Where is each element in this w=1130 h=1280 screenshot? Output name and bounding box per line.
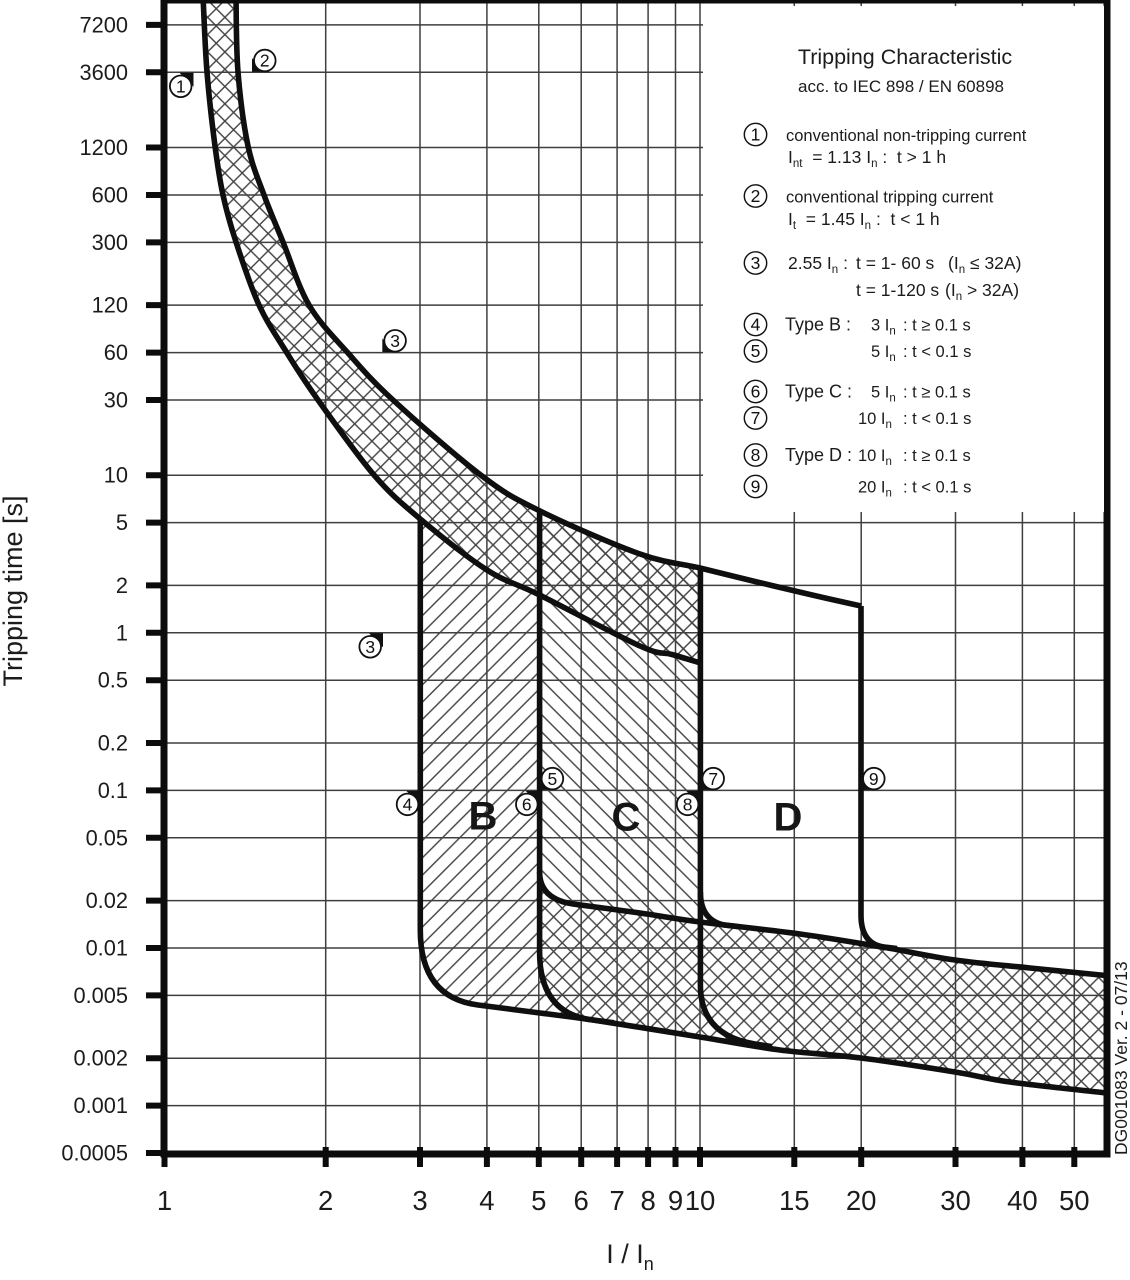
svg-text:DG001083 Ver. 2 - 07/13: DG001083 Ver. 2 - 07/13 <box>1111 961 1130 1155</box>
svg-text:0.1: 0.1 <box>98 778 128 803</box>
svg-text:10: 10 <box>685 1185 716 1216</box>
svg-text:4: 4 <box>479 1185 494 1216</box>
svg-text:conventional tripping current: conventional tripping current <box>786 189 994 207</box>
svg-text:4: 4 <box>403 795 413 815</box>
svg-text:6: 6 <box>751 382 761 402</box>
svg-text:: t ≥ 0.1 s: : t ≥ 0.1 s <box>903 317 971 335</box>
svg-text:t = 1- 60 s: t = 1- 60 s <box>856 253 935 273</box>
svg-text:1: 1 <box>157 1185 172 1216</box>
svg-text:8: 8 <box>751 445 761 465</box>
svg-text:0.0005: 0.0005 <box>61 1141 128 1166</box>
svg-text:acc. to IEC 898 / EN 60898: acc. to IEC 898 / EN 60898 <box>798 77 1004 96</box>
svg-text:9: 9 <box>869 769 879 789</box>
svg-text:0.001: 0.001 <box>73 1093 128 1118</box>
svg-text:3: 3 <box>751 253 761 273</box>
svg-text:9: 9 <box>668 1185 683 1216</box>
svg-text:0.002: 0.002 <box>73 1046 128 1071</box>
svg-text:: t < 0.1 s: : t < 0.1 s <box>903 479 971 497</box>
svg-text:7: 7 <box>751 408 761 428</box>
svg-text:conventional non-tripping curr: conventional non-tripping current <box>786 127 1027 145</box>
svg-text:C: C <box>612 796 641 840</box>
svg-text:It = 1.45 In : t < 1 h: It = 1.45 In : t < 1 h <box>788 209 940 232</box>
svg-text:D: D <box>774 796 803 840</box>
svg-text:2: 2 <box>116 573 128 598</box>
svg-text:60: 60 <box>104 340 128 365</box>
svg-text:0.05: 0.05 <box>86 825 128 850</box>
svg-text:(In > 32A): (In > 32A) <box>945 280 1019 303</box>
svg-text:6: 6 <box>574 1185 589 1216</box>
svg-text:5: 5 <box>751 341 761 361</box>
svg-text:10 In: 10 In <box>858 447 892 468</box>
svg-text:20 In: 20 In <box>858 479 892 500</box>
svg-text:2: 2 <box>260 51 270 71</box>
svg-text:0.2: 0.2 <box>98 731 128 756</box>
svg-text:Tripping Characteristic: Tripping Characteristic <box>798 45 1013 69</box>
svg-text:50: 50 <box>1059 1185 1090 1216</box>
svg-text:1200: 1200 <box>80 135 129 160</box>
svg-text:40: 40 <box>1007 1185 1038 1216</box>
svg-text:0.005: 0.005 <box>73 983 128 1008</box>
svg-text:2.55 In :: 2.55 In : <box>788 253 848 276</box>
svg-text:: t < 0.1 s: : t < 0.1 s <box>903 343 971 361</box>
svg-text:0.5: 0.5 <box>98 668 128 693</box>
svg-text:20: 20 <box>846 1185 877 1216</box>
svg-text:1: 1 <box>751 125 761 145</box>
svg-text:Type D :: Type D : <box>785 445 852 465</box>
svg-text:10: 10 <box>104 463 128 488</box>
svg-text:: t < 0.1 s: : t < 0.1 s <box>903 410 971 428</box>
svg-text:8: 8 <box>640 1185 655 1216</box>
svg-text:Type B :: Type B : <box>785 315 851 335</box>
svg-text:Tripping time [s]: Tripping time [s] <box>0 495 28 686</box>
svg-text:3600: 3600 <box>80 60 129 85</box>
svg-text:0.01: 0.01 <box>86 936 128 961</box>
svg-text:: t ≥ 0.1 s: : t ≥ 0.1 s <box>903 384 971 402</box>
svg-text:7: 7 <box>708 769 718 789</box>
svg-text:4: 4 <box>751 315 761 335</box>
svg-text:B: B <box>469 795 498 839</box>
svg-text:8: 8 <box>683 795 693 815</box>
svg-text:Int = 1.13 In : t > 1 h: Int = 1.13 In : t > 1 h <box>788 147 946 170</box>
svg-text:3: 3 <box>365 637 375 657</box>
svg-text:600: 600 <box>92 183 128 208</box>
svg-text:: t ≥ 0.1 s: : t ≥ 0.1 s <box>903 447 971 465</box>
svg-text:1: 1 <box>116 620 128 645</box>
svg-text:(In ≤ 32A): (In ≤ 32A) <box>948 253 1021 276</box>
svg-text:10 In: 10 In <box>858 410 892 431</box>
svg-text:15: 15 <box>779 1185 810 1216</box>
svg-text:9: 9 <box>751 477 761 497</box>
svg-text:5: 5 <box>531 1185 546 1216</box>
svg-text:2: 2 <box>318 1185 333 1216</box>
svg-text:120: 120 <box>92 293 128 318</box>
svg-text:300: 300 <box>92 230 128 255</box>
svg-text:0.02: 0.02 <box>86 888 128 913</box>
svg-text:2: 2 <box>751 186 761 206</box>
svg-text:6: 6 <box>522 795 532 815</box>
svg-text:30: 30 <box>104 388 128 413</box>
svg-text:t = 1-120 s: t = 1-120 s <box>856 280 939 300</box>
svg-text:3: 3 <box>390 331 400 351</box>
svg-text:5: 5 <box>116 510 128 535</box>
svg-text:7200: 7200 <box>80 12 129 37</box>
svg-text:5: 5 <box>548 769 558 789</box>
svg-text:1: 1 <box>176 77 186 97</box>
svg-text:30: 30 <box>940 1185 971 1216</box>
svg-text:3: 3 <box>412 1185 427 1216</box>
svg-text:Type C :: Type C : <box>785 382 852 402</box>
svg-text:7: 7 <box>609 1185 624 1216</box>
